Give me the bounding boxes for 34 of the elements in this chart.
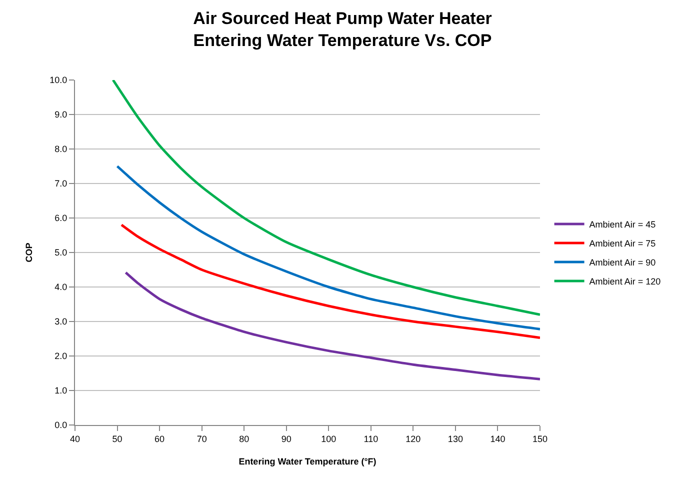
y-tick-label: 9.0 bbox=[54, 110, 68, 120]
x-tick-label: 130 bbox=[448, 434, 463, 444]
y-tick-label: 8.0 bbox=[54, 144, 68, 154]
y-tick-label: 4.0 bbox=[54, 282, 68, 292]
x-tick-label: 100 bbox=[321, 434, 336, 444]
line-series bbox=[112, 80, 540, 316]
legend-label: Ambient Air = 75 bbox=[589, 238, 656, 249]
line-series bbox=[120, 224, 540, 339]
x-tick-label: 70 bbox=[196, 434, 207, 444]
x-axis-title: Entering Water Temperature (°F) bbox=[238, 456, 376, 467]
x-tick-label: 50 bbox=[112, 434, 122, 444]
y-tick-label: 7.0 bbox=[54, 178, 68, 189]
x-tick-label: 40 bbox=[70, 434, 80, 444]
x-tick-label: 150 bbox=[532, 434, 548, 444]
y-tick-label: 10.0 bbox=[50, 75, 68, 86]
x-tick-label: 110 bbox=[364, 434, 378, 444]
legend-label: Ambient Air = 45 bbox=[589, 220, 656, 230]
y-axis-title: COP bbox=[24, 242, 34, 262]
chart-title: Air Sourced Heat Pump Water Heater Entering Water Temperature Vs. COP bbox=[193, 8, 492, 50]
x-tick-label: 120 bbox=[406, 434, 421, 444]
y-tick-label: 0.0 bbox=[54, 420, 68, 430]
x-tick-label: 80 bbox=[239, 434, 250, 444]
y-tick-label: 5.0 bbox=[54, 248, 68, 258]
x-tick-label: 90 bbox=[281, 434, 292, 444]
y-tick-label: 2.0 bbox=[54, 351, 68, 362]
legend-label: Ambient Air = 120 bbox=[589, 276, 661, 287]
line-series bbox=[124, 271, 540, 380]
legend-label: Ambient Air = 90 bbox=[589, 258, 656, 268]
y-tick-label: 1.0 bbox=[54, 386, 68, 396]
line-series bbox=[116, 165, 540, 330]
y-tick-label: 6.0 bbox=[54, 213, 68, 224]
x-tick-label: 140 bbox=[490, 434, 506, 444]
y-tick-label: 3.0 bbox=[54, 316, 68, 327]
x-tick-label: 60 bbox=[154, 434, 165, 444]
